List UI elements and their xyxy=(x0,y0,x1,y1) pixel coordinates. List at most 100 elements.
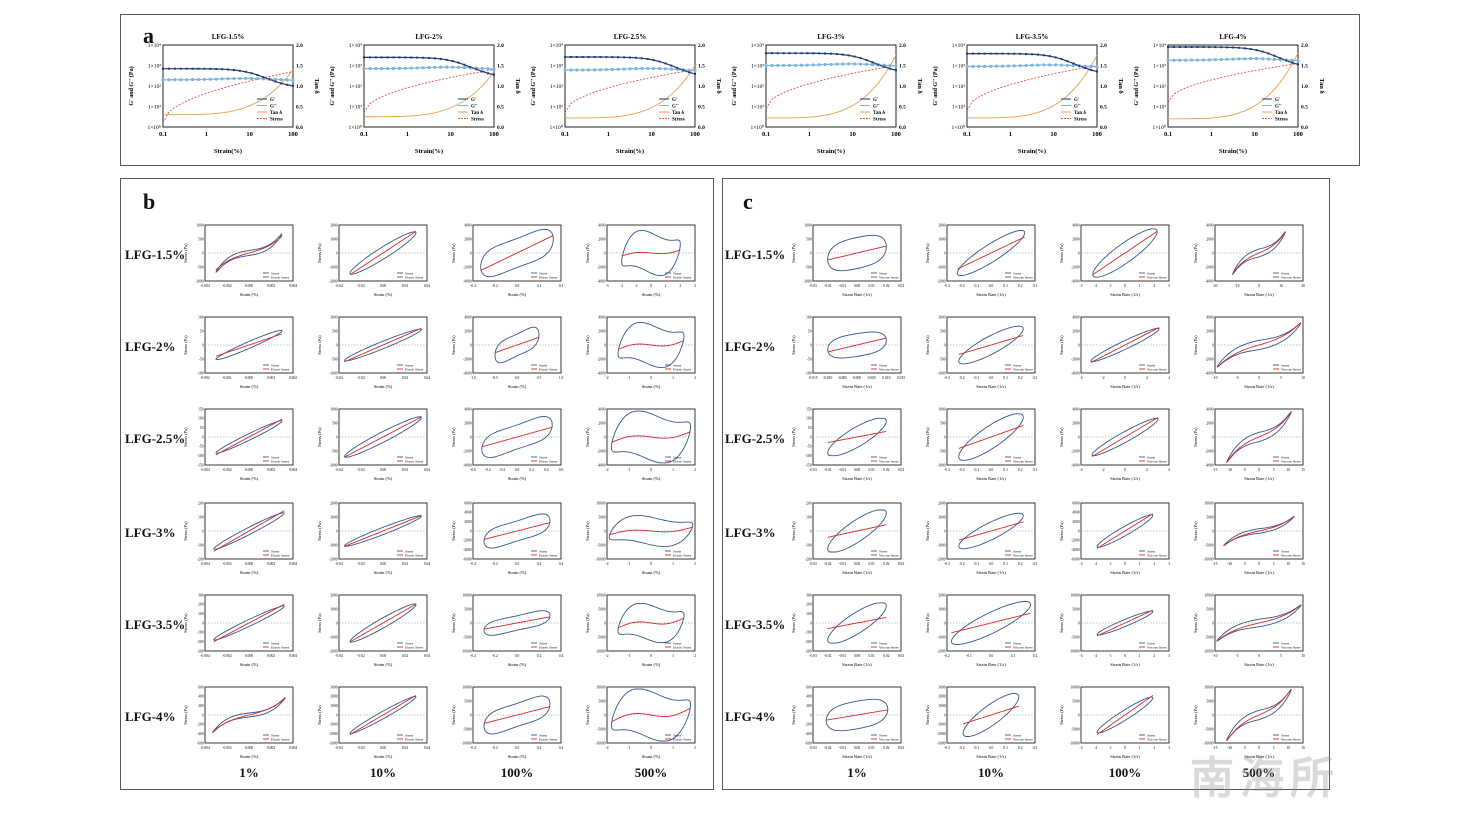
x-tick-label: -10 xyxy=(1227,562,1232,566)
y-axis-label: Stress (Pa) xyxy=(317,427,322,447)
g-double-prime-point xyxy=(1089,64,1093,69)
x-tick-label: -0.004 xyxy=(200,468,209,472)
g-double-prime-point xyxy=(374,67,378,71)
y-tick-label: 2000 xyxy=(1206,237,1213,241)
g-prime-point xyxy=(1090,68,1093,71)
stress-loop xyxy=(215,233,283,273)
lissajous-chart: -3 -2 -1 0 1 2 3 -10000 -5000 0 5000 10000 Strain Ra… xyxy=(1059,593,1170,667)
g-double-prime-point xyxy=(1012,64,1016,68)
g-prime-point xyxy=(605,56,608,59)
g-prime-point xyxy=(256,74,259,77)
g-double-prime-point xyxy=(185,78,189,82)
x-tick-label: -0.04 xyxy=(335,562,343,566)
g-prime-point xyxy=(629,56,631,59)
g-double-prime-point xyxy=(817,63,821,67)
g-double-prime-point xyxy=(592,68,597,72)
component-stress-curve xyxy=(349,230,417,276)
x-tick-label: 2 xyxy=(694,654,696,658)
legend-label: Elastic Stress xyxy=(405,737,424,741)
x-tick-label: 0.1 xyxy=(1003,468,1008,472)
y-tick-label: 50 xyxy=(808,329,812,333)
g-prime-point xyxy=(475,68,478,71)
x-tick-label: 0.5 xyxy=(537,376,542,380)
y-left-tick-label: 1×10⁴ xyxy=(1153,43,1166,49)
lissajous-chart: -0.4 -0.2 0.0 0.2 0.4 -6000 -4000 -2000 0 2000 400… xyxy=(451,501,563,575)
g-double-prime-point xyxy=(663,67,668,71)
g-double-prime-point xyxy=(1290,58,1294,62)
g-prime-point xyxy=(830,52,832,55)
lissajous-chart: -0.3 -0.2 -0.1 0.0 0.1 0.2 0.3 -1000 -500 0 500 100… xyxy=(925,315,1037,389)
stress-loop xyxy=(344,416,422,458)
y-tick-label: 2000 xyxy=(464,329,471,333)
y-axis-label: Stress (Pa) xyxy=(925,521,930,541)
legend-label: Stress xyxy=(879,549,888,553)
y-tick-label: 0 xyxy=(604,251,606,255)
y-tick-label: -50 xyxy=(199,445,204,449)
legend-label: Stress xyxy=(539,455,548,459)
x-tick-label: -0.2 xyxy=(499,468,505,472)
y-tick-label: 500 xyxy=(198,237,204,241)
stress-loop xyxy=(1090,327,1160,363)
y-axis-label: Stress (Pa) xyxy=(183,613,188,633)
y-axis-label: Stress (Pa) xyxy=(925,427,930,447)
g-double-prime-point xyxy=(238,76,242,81)
y-tick-label: -6000 xyxy=(1071,557,1080,561)
y-axis-label: Stress (Pa) xyxy=(925,335,930,355)
y-right-axis-label: Tan δ xyxy=(1117,78,1124,94)
y-left-tick-label: 1×10⁴ xyxy=(952,43,965,49)
x-tick-label: 2 xyxy=(694,376,696,380)
x-tick-label: -0.2 xyxy=(492,562,498,566)
g-double-prime-point xyxy=(799,63,804,67)
g-prime-point xyxy=(1066,60,1069,63)
x-axis-label: Strain Rate (1/s) xyxy=(842,292,872,297)
x-tick-label: 0.01 xyxy=(869,746,875,750)
g-prime-point xyxy=(652,59,655,62)
x-tick-label: -0.010 xyxy=(823,376,832,380)
x-tick-label: -0.01 xyxy=(839,468,847,472)
g-double-prime-point xyxy=(598,68,603,72)
component-stress-curve xyxy=(213,603,285,643)
g-prime-point xyxy=(1232,46,1234,49)
x-tick-label: 10 xyxy=(246,131,253,138)
y-tick-label: 2000 xyxy=(598,237,605,241)
legend-label: Elastic Stress xyxy=(271,459,290,463)
x-tick-label: -0.02 xyxy=(824,468,832,472)
legend-label: Stress xyxy=(879,733,888,737)
lissajous-chart: -0.04 -0.02 0.00 0.02 0.04 -2000 -1000 0 1000 200… xyxy=(317,501,430,575)
component-stress-curve xyxy=(827,337,887,353)
y-axis-label: Stress (Pa) xyxy=(585,335,590,355)
y-tick-label: 0 xyxy=(1078,251,1080,255)
component-stress-curve xyxy=(611,431,691,443)
y-left-tick-label: 1×10⁴ xyxy=(148,43,161,49)
g-prime-point xyxy=(640,57,643,60)
g-double-prime-point xyxy=(983,64,987,68)
y-tick-label: -10000 xyxy=(595,741,605,745)
y-tick-label: -5000 xyxy=(1205,635,1214,639)
y-tick-label: -600 xyxy=(805,741,812,745)
g-double-prime-point xyxy=(829,62,833,66)
g-double-prime-point xyxy=(202,77,206,82)
y-tick-label: -2000 xyxy=(937,732,946,736)
y-tick-label: 2000 xyxy=(938,593,945,597)
y-tick-label: 0 xyxy=(470,621,472,625)
y-left-tick-label: 1×10⁰ xyxy=(1152,124,1166,131)
g-prime-point xyxy=(983,52,986,55)
y-left-tick-label: 1×10¹ xyxy=(550,105,563,111)
x-tick-label: 0.1 xyxy=(963,131,971,138)
y-tick-label: -10000 xyxy=(1203,741,1213,745)
y-tick-label: -1000 xyxy=(329,635,338,639)
g-double-prime-point xyxy=(1030,63,1034,67)
legend-label: Viscous Stress xyxy=(1281,737,1301,741)
legend-label: Viscous Stress xyxy=(879,553,899,557)
x-tick-label: 3 xyxy=(1168,654,1170,658)
x-tick-label: -0.6 xyxy=(470,468,476,472)
g-double-prime-point xyxy=(1166,58,1170,62)
g-double-prime-point xyxy=(250,76,254,81)
x-tick-label: 0.2 xyxy=(1018,562,1023,566)
x-tick-label: 0 xyxy=(1124,376,1126,380)
y-tick-label: -500 xyxy=(197,265,204,269)
x-tick-label: -0.002 xyxy=(222,746,231,750)
g-double-prime-point xyxy=(823,62,827,67)
legend-label: Stress xyxy=(879,455,888,459)
y-tick-label: -10000 xyxy=(461,649,471,653)
